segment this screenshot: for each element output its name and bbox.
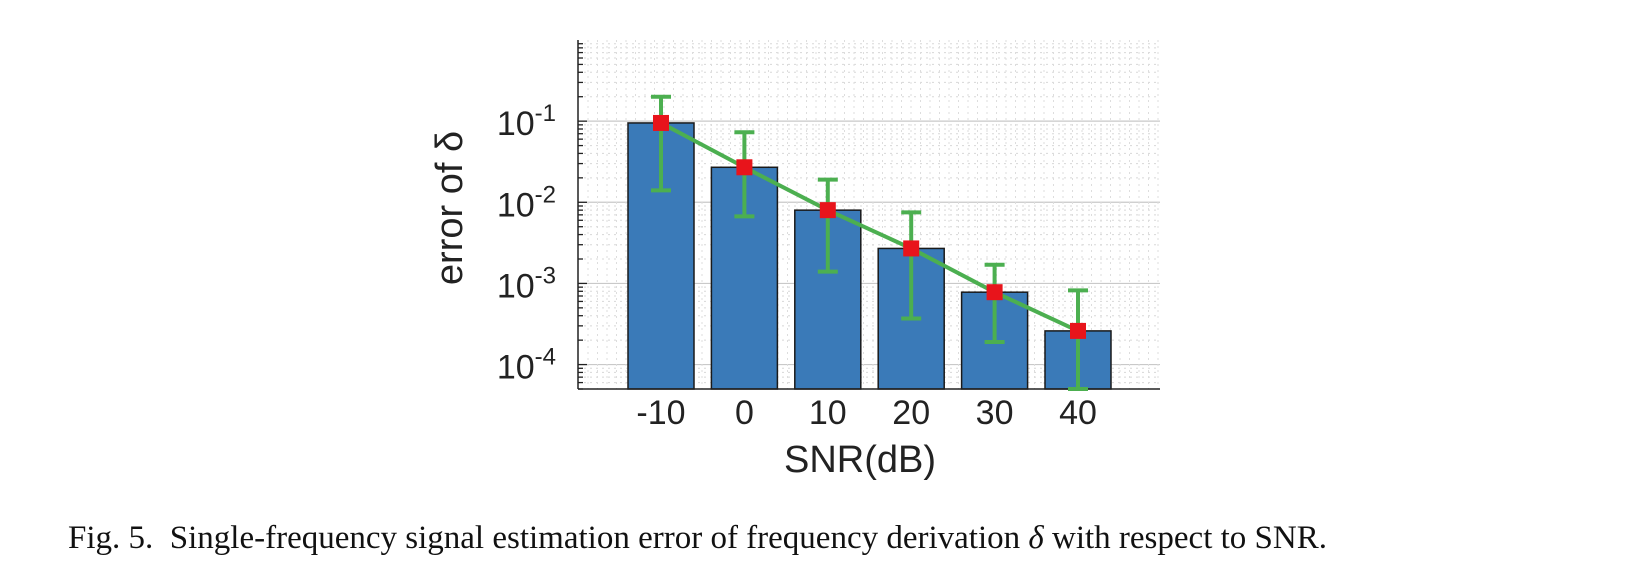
x-tick-label-0: 0 bbox=[735, 394, 754, 432]
marker-0 bbox=[736, 159, 753, 176]
figure-caption: Fig. 5. Single-frequency signal estimati… bbox=[68, 520, 1608, 557]
y-tick-label: 10-3 bbox=[497, 262, 556, 305]
caption-label: Fig. 5. bbox=[68, 520, 154, 556]
markers bbox=[653, 114, 1086, 339]
x-axis-label: SNR(dB) bbox=[784, 439, 936, 481]
error-bar-20 bbox=[901, 210, 922, 321]
series-line-path bbox=[660, 121, 1079, 333]
error-bar--10 bbox=[651, 94, 671, 193]
x-tick-labels: -10 0 10 20 30 40 bbox=[636, 394, 1096, 432]
bars bbox=[627, 122, 1112, 390]
x-tick-label--10: -10 bbox=[636, 394, 685, 432]
error-bar-30 bbox=[984, 262, 1005, 344]
error-bar-40 bbox=[1068, 288, 1088, 391]
y-tick-label: 10-2 bbox=[497, 181, 556, 224]
y-axis-label: error of δ bbox=[429, 131, 471, 285]
marker--10 bbox=[653, 114, 669, 131]
y-tick-label: 10-4 bbox=[497, 344, 556, 387]
series-line bbox=[660, 121, 1079, 333]
error-bar-10 bbox=[817, 177, 838, 274]
x-tick-label-30: 30 bbox=[976, 394, 1014, 432]
caption-text-before: Single-frequency signal estimation error… bbox=[169, 520, 1021, 556]
x-tick-label-20: 20 bbox=[892, 394, 930, 432]
y-tick-label: 10-1 bbox=[497, 100, 556, 143]
marker-30 bbox=[986, 284, 1003, 301]
caption-text-after: with respect to SNR. bbox=[1052, 520, 1327, 556]
caption-symbol: δ bbox=[1028, 520, 1044, 556]
x-tick-label-10: 10 bbox=[809, 394, 847, 432]
marker-40 bbox=[1070, 322, 1086, 339]
axes bbox=[577, 40, 1160, 390]
error-bars bbox=[651, 94, 1088, 391]
marker-10 bbox=[819, 202, 836, 219]
marker-20 bbox=[903, 240, 920, 257]
x-tick-label-40: 40 bbox=[1059, 394, 1097, 432]
y-tick-labels: 10-1 10-2 10-3 10-4 bbox=[497, 100, 556, 386]
